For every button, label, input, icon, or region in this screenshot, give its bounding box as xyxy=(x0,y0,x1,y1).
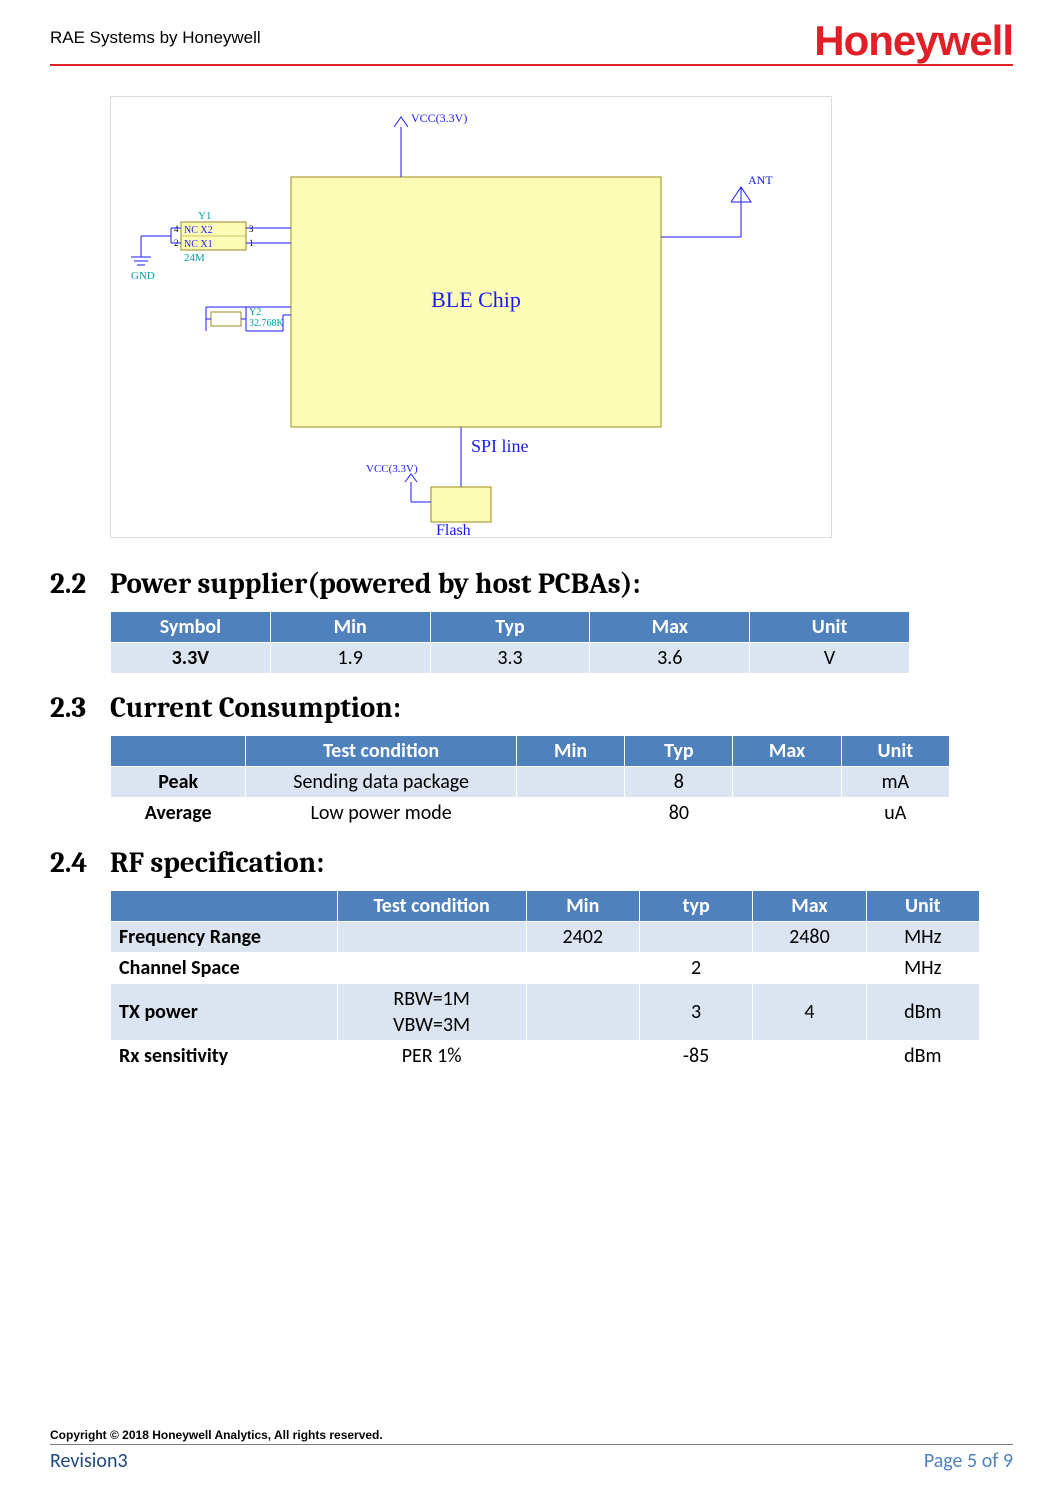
section-2-2-heading: 2.2Power supplier(powered by host PCBAs)… xyxy=(50,568,1013,601)
t3-r3c5: dBm xyxy=(866,1041,979,1072)
diagram-container: BLE Chip VCC(3.3V) ANT Y1 NC X2 NC X1 4 … xyxy=(110,96,1013,538)
t3-r1c4 xyxy=(753,953,866,984)
t3-r1c0: Channel Space xyxy=(111,953,338,984)
y2-value: 32.768K xyxy=(249,318,285,329)
t3-r2c2 xyxy=(526,984,639,1041)
t3-h5: Unit xyxy=(866,891,979,922)
nc-x2-label: NC X2 xyxy=(184,225,213,236)
section-2-2-title: Power supplier(powered by host PCBAs): xyxy=(110,568,641,601)
t3-r1c5: MHz xyxy=(866,953,979,984)
t3-r0c2: 2402 xyxy=(526,922,639,953)
t2-r1c5: uA xyxy=(841,798,949,829)
svg-text:3: 3 xyxy=(249,224,254,234)
t2-r0c4 xyxy=(733,767,841,798)
section-2-2-num: 2.2 xyxy=(50,568,110,601)
t3-h4: Max xyxy=(753,891,866,922)
t1-r0c4: V xyxy=(750,643,910,674)
t3-r3c4 xyxy=(753,1041,866,1072)
section-2-4-heading: 2.4RF specification: xyxy=(50,847,1013,880)
t1-h4: Unit xyxy=(750,612,910,643)
t2-h0 xyxy=(111,736,246,767)
header-left-text: RAE Systems by Honeywell xyxy=(50,20,261,48)
y1-label: Y1 xyxy=(198,210,211,222)
t3-r3c1: PER 1% xyxy=(337,1041,526,1072)
revision-text: Revision3 xyxy=(50,1449,128,1473)
t3-r0c1 xyxy=(337,922,526,953)
t2-r1c2 xyxy=(516,798,624,829)
t2-h5: Unit xyxy=(841,736,949,767)
nc-x1-label: NC X1 xyxy=(184,239,213,250)
y1-value: 24M xyxy=(184,252,205,264)
t3-r3c0: Rx sensitivity xyxy=(111,1041,338,1072)
t2-h3: Typ xyxy=(625,736,733,767)
t3-r2c0: TX power xyxy=(111,984,338,1041)
honeywell-logo: Honeywell xyxy=(814,20,1013,62)
t3-r3c3: -85 xyxy=(639,1041,752,1072)
vcc-flash-label: VCC(3.3V) xyxy=(366,463,418,475)
page: RAE Systems by Honeywell Honeywell BLE C… xyxy=(0,0,1063,1501)
page-header: RAE Systems by Honeywell Honeywell xyxy=(50,20,1013,66)
copyright-text: Copyright © 2018 Honeywell Analytics, Al… xyxy=(50,1428,1013,1445)
section-2-4-num: 2.4 xyxy=(50,847,110,880)
t3-r0c4: 2480 xyxy=(753,922,866,953)
t2-r1c1: Low power mode xyxy=(246,798,517,829)
ant-label: ANT xyxy=(748,173,773,187)
section-2-3-heading: 2.3Current Consumption: xyxy=(50,692,1013,725)
power-supplier-table: Symbol Min Typ Max Unit 3.3V 1.9 3.3 3.6… xyxy=(110,611,910,674)
t3-r0c3 xyxy=(639,922,752,953)
t2-r1c3: 80 xyxy=(625,798,733,829)
t2-h4: Max xyxy=(733,736,841,767)
t2-r0c2 xyxy=(516,767,624,798)
t3-r2c5: dBm xyxy=(866,984,979,1041)
t3-r3c2 xyxy=(526,1041,639,1072)
t3-r0c0: Frequency Range xyxy=(111,922,338,953)
page-footer: Copyright © 2018 Honeywell Analytics, Al… xyxy=(50,1428,1013,1473)
t3-r1c1 xyxy=(337,953,526,984)
rf-specification-table: Test condition Min typ Max Unit Frequenc… xyxy=(110,890,980,1072)
gnd-label: GND xyxy=(131,270,155,282)
svg-text:4: 4 xyxy=(174,224,179,234)
t3-r2c1: RBW=1M VBW=3M xyxy=(337,984,526,1041)
vcc-top-label: VCC(3.3V) xyxy=(411,111,467,125)
y2-label: Y2 xyxy=(249,307,261,318)
t2-r0c5: mA xyxy=(841,767,949,798)
t3-r0c5: MHz xyxy=(866,922,979,953)
t3-h1: Test condition xyxy=(337,891,526,922)
t2-r0c1: Sending data package xyxy=(246,767,517,798)
spi-label: SPI line xyxy=(471,436,529,456)
t2-h1: Test condition xyxy=(246,736,517,767)
t3-r1c3: 2 xyxy=(639,953,752,984)
t1-h1: Min xyxy=(270,612,430,643)
t2-r0c3: 8 xyxy=(625,767,733,798)
t3-h2: Min xyxy=(526,891,639,922)
page-number: Page 5 of 9 xyxy=(924,1449,1013,1473)
t3-r1c2 xyxy=(526,953,639,984)
section-2-4-title: RF specification: xyxy=(110,847,324,880)
current-consumption-table: Test condition Min Typ Max Unit Peak Sen… xyxy=(110,735,950,829)
t3-h3: typ xyxy=(639,891,752,922)
t2-r1c4 xyxy=(733,798,841,829)
t1-r0c3: 3.6 xyxy=(590,643,750,674)
ble-chip-label: BLE Chip xyxy=(431,287,521,312)
t1-h2: Typ xyxy=(430,612,590,643)
ble-block-diagram: BLE Chip VCC(3.3V) ANT Y1 NC X2 NC X1 4 … xyxy=(110,96,832,538)
t3-r2c4: 4 xyxy=(753,984,866,1041)
flash-label: Flash xyxy=(436,522,471,537)
t1-h0: Symbol xyxy=(111,612,271,643)
t1-r0c0: 3.3V xyxy=(111,643,271,674)
t1-r0c1: 1.9 xyxy=(270,643,430,674)
t3-r2c3: 3 xyxy=(639,984,752,1041)
t2-r0c0: Peak xyxy=(111,767,246,798)
t2-h2: Min xyxy=(516,736,624,767)
t1-r0c2: 3.3 xyxy=(430,643,590,674)
section-2-3-num: 2.3 xyxy=(50,692,110,725)
t3-h0 xyxy=(111,891,338,922)
section-2-3-title: Current Consumption: xyxy=(110,692,401,725)
t1-h3: Max xyxy=(590,612,750,643)
t2-r1c0: Average xyxy=(111,798,246,829)
